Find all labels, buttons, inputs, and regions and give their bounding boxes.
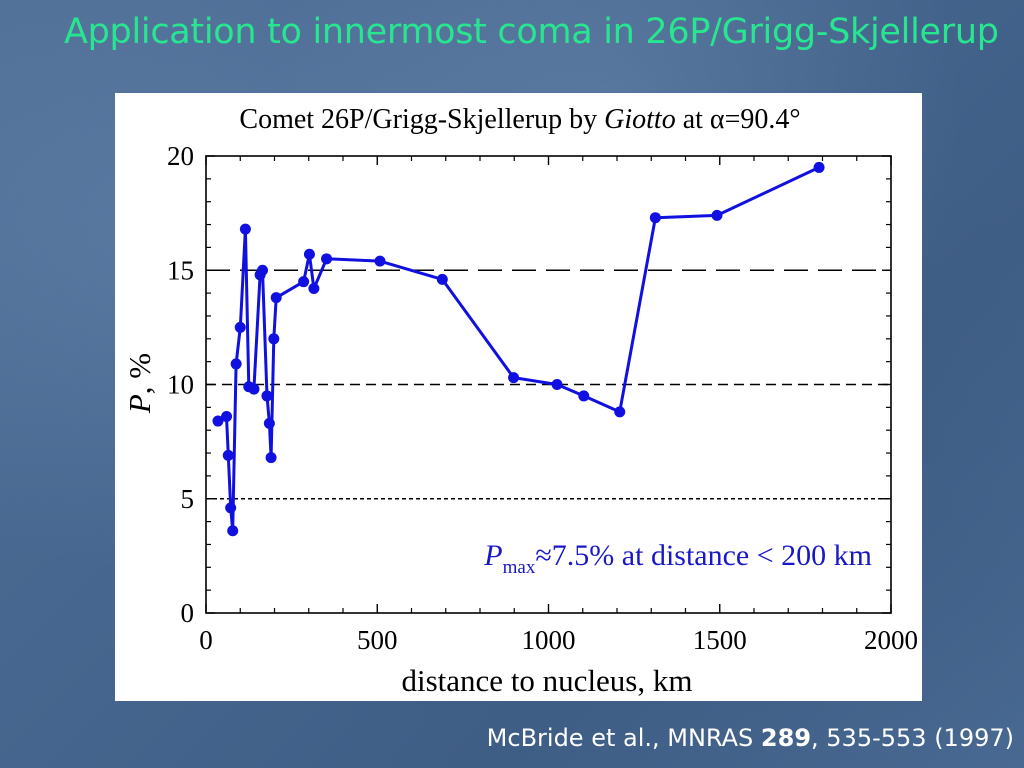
y-tick-label: 5 <box>181 484 195 514</box>
data-point <box>268 333 280 345</box>
data-point <box>239 223 251 235</box>
y-axis-label-italic: P <box>122 394 157 414</box>
y-tick-label: 10 <box>167 370 194 400</box>
chart-title: Comet 26P/Grigg-Skjellerup by Giotto at … <box>239 104 800 135</box>
chart-title-suffix: at α=90.4° <box>676 104 801 135</box>
annotation-subscript: max <box>503 557 536 578</box>
data-point <box>298 276 310 288</box>
annotation-p: P <box>483 539 502 572</box>
data-point <box>265 452 277 464</box>
polarization-chart: Comet 26P/Grigg-Skjellerup by Giotto at … <box>122 104 918 698</box>
data-point <box>227 525 239 537</box>
data-point <box>436 273 448 285</box>
data-point <box>222 449 234 461</box>
annotation-text: ≈7.5% at distance < 200 km <box>535 539 872 572</box>
data-point <box>270 292 282 304</box>
chart-panel: Comet 26P/Grigg-Skjellerup by Giotto at … <box>115 93 922 701</box>
data-point <box>321 253 333 265</box>
data-point <box>508 372 520 384</box>
data-point <box>257 264 269 276</box>
data-point <box>263 417 275 429</box>
x-tick-label: 1000 <box>522 625 576 655</box>
data-point <box>248 383 260 395</box>
ticks: 0 500 1000 1500 2000 0 5 10 15 20 <box>167 141 918 655</box>
y-axis-label-rest: , % <box>122 353 157 394</box>
slide-title: Application to innermost coma in 26P/Gri… <box>64 12 999 52</box>
y-axis-label: P, % <box>122 353 157 414</box>
x-tick-label: 1500 <box>693 625 747 655</box>
data-point <box>711 209 723 221</box>
citation-prefix: McBride et al., MNRAS <box>486 724 761 752</box>
chart-title-prefix: Comet 26P/Grigg-Skjellerup by <box>239 104 604 135</box>
data-point <box>308 283 320 295</box>
data-point <box>578 390 590 402</box>
data-point <box>234 321 246 333</box>
citation-suffix: , 535-553 (1997) <box>811 724 1014 752</box>
series-line <box>217 166 820 533</box>
data-point <box>303 248 315 260</box>
data-point <box>813 161 825 173</box>
data-point <box>614 406 626 418</box>
chart-title-italic: Giotto <box>604 104 676 135</box>
pmax-annotation: Pmax≈7.5% at distance < 200 km <box>483 539 872 578</box>
data-point <box>649 212 661 224</box>
data-point <box>374 255 386 267</box>
x-tick-label: 500 <box>357 625 398 655</box>
y-tick-label: 15 <box>167 255 194 285</box>
y-tick-label: 0 <box>181 598 195 628</box>
data-series <box>212 161 825 537</box>
x-tick-label: 2000 <box>864 625 918 655</box>
y-tick-label: 20 <box>167 141 194 171</box>
data-point <box>212 415 224 427</box>
data-point <box>230 358 242 370</box>
citation-volume: 289 <box>760 724 812 752</box>
data-point <box>261 390 273 402</box>
citation: McBride et al., MNRAS 289, 535-553 (1997… <box>487 724 1014 752</box>
x-tick-label: 0 <box>199 625 213 655</box>
data-point <box>225 502 237 514</box>
x-axis-label: distance to nucleus, km <box>402 663 693 698</box>
data-point <box>221 410 233 422</box>
data-point <box>551 379 563 390</box>
